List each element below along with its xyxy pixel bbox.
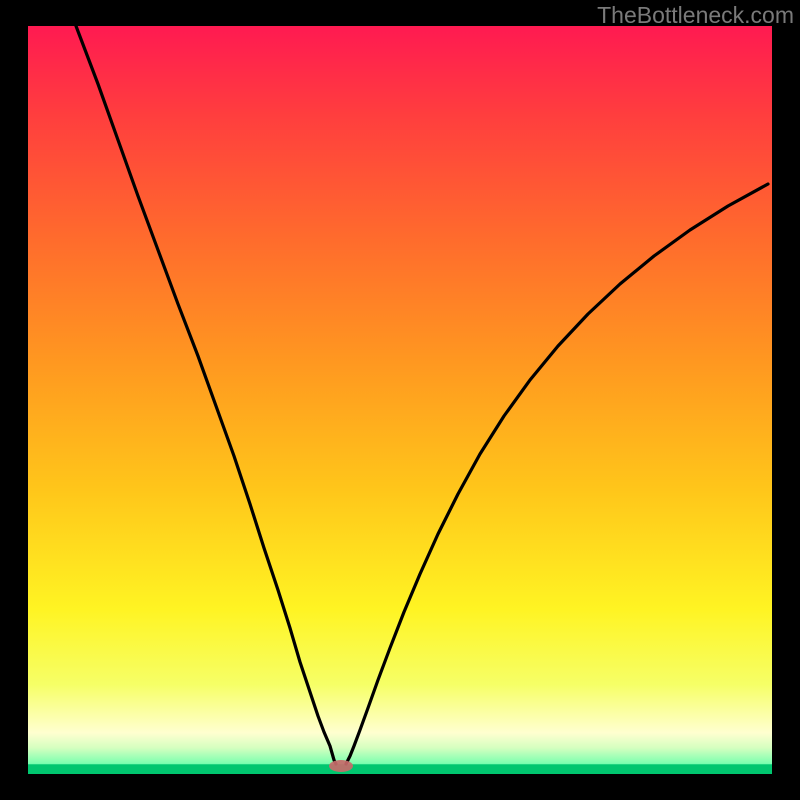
gradient-background bbox=[28, 26, 772, 774]
min-marker bbox=[329, 760, 353, 772]
plot-area bbox=[28, 26, 772, 774]
chart-frame: TheBottleneck.com bbox=[0, 0, 800, 800]
watermark-text: TheBottleneck.com bbox=[597, 2, 794, 29]
plot-svg bbox=[28, 26, 772, 774]
bottom-band bbox=[28, 764, 772, 774]
